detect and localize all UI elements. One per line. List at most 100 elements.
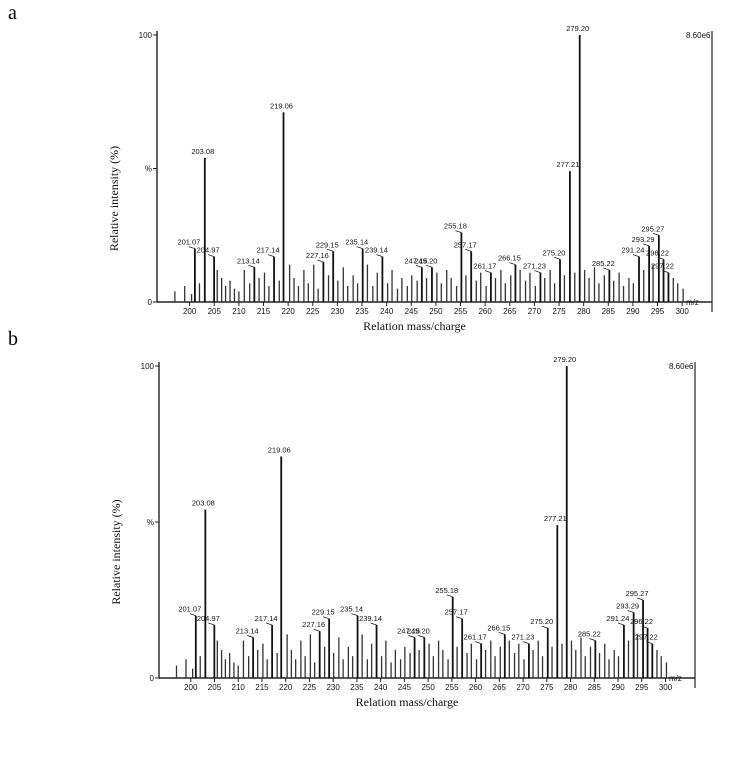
- peak-label: 266.15: [498, 254, 521, 263]
- intensity-scale-label: 8.60e6: [686, 31, 711, 40]
- x-tick-label: 225: [306, 307, 320, 316]
- x-tick-label: 215: [255, 683, 269, 692]
- x-tick-label: 220: [279, 683, 293, 692]
- x-tick-label: 240: [380, 307, 394, 316]
- peak-label-leader: [408, 635, 415, 638]
- peak-label: 271.23: [511, 633, 534, 642]
- peak-label: 235.14: [345, 238, 368, 247]
- x-tick-label: 245: [398, 683, 412, 692]
- peak-label-leader: [484, 270, 492, 274]
- peak-label: 275.20: [543, 248, 566, 257]
- x-tick-label: 300: [659, 683, 673, 692]
- x-tick-label: 275: [552, 307, 566, 316]
- peak-label: 239.14: [359, 614, 382, 623]
- peak-label: 279.20: [553, 355, 576, 364]
- x-tick-label: 300: [675, 307, 689, 316]
- peak-label: 277.21: [556, 160, 579, 169]
- peak-label-leader: [415, 264, 422, 268]
- peak-label-leader: [189, 613, 196, 616]
- peak-label-leader: [246, 635, 254, 638]
- peak-label: 293.29: [632, 235, 655, 244]
- peak-label: 203.08: [192, 499, 215, 508]
- peak-label-leader: [636, 597, 644, 601]
- peak-label: 255.18: [444, 222, 467, 231]
- peak-label-leader: [603, 267, 610, 271]
- peak-label: 217.14: [257, 246, 280, 255]
- x-axis-title: Relation mass/charge: [363, 319, 466, 333]
- x-tick-label: 235: [355, 307, 369, 316]
- peak-label: 296.22: [646, 248, 669, 257]
- x-tick-label: 275: [540, 683, 554, 692]
- x-tick-label: 295: [651, 307, 665, 316]
- peak-label: 247.15: [404, 256, 427, 265]
- peak-label-leader: [522, 641, 530, 645]
- peak-label: 204.97: [197, 614, 220, 623]
- panel-label-b: b: [8, 328, 18, 350]
- y-tick-label: 100: [139, 31, 153, 40]
- x-tick-label: 280: [577, 307, 591, 316]
- peak-label-leader: [188, 246, 196, 249]
- peak-label: 247.15: [397, 626, 420, 635]
- x-tick-label: 200: [184, 683, 198, 692]
- x-tick-label: 255: [445, 683, 459, 692]
- peak-label-leader: [327, 248, 334, 252]
- x-tick-label: 285: [602, 307, 616, 316]
- peak-label-leader: [313, 628, 320, 632]
- peak-label: 255.18: [435, 586, 458, 595]
- x-tick-label: 240: [374, 683, 388, 692]
- x-tick-label: 220: [281, 307, 295, 316]
- peak-label-leader: [475, 641, 482, 645]
- peak-label: 297.22: [635, 633, 658, 642]
- peak-label-leader: [541, 625, 548, 629]
- peak-label-leader: [498, 631, 505, 635]
- peak-label: 204.97: [197, 246, 220, 255]
- x-tick-label: 210: [232, 307, 246, 316]
- peak-label-leader: [317, 259, 324, 263]
- peak-label: 213.14: [236, 626, 259, 635]
- peak-label: 219.06: [270, 101, 293, 110]
- peak-label: 261.17: [473, 262, 496, 271]
- peak-label: 275.20: [530, 617, 553, 626]
- y-tick-label: 0: [148, 298, 153, 307]
- y-tick-label: 0: [150, 674, 155, 683]
- peak-label-leader: [642, 243, 650, 247]
- x-tick-label: 225: [303, 683, 317, 692]
- peak-label-leader: [208, 622, 215, 626]
- peak-label-leader: [356, 246, 363, 249]
- peak-label: 201.07: [178, 605, 201, 614]
- peak-label-leader: [370, 622, 377, 626]
- x-tick-label: 290: [611, 683, 625, 692]
- peak-label-leader: [657, 256, 664, 260]
- peak-label-leader: [265, 622, 273, 626]
- peak-label-leader: [662, 270, 669, 274]
- peak-label-leader: [455, 230, 462, 233]
- peak-label-leader: [553, 256, 561, 260]
- x-tick-label: 265: [503, 307, 517, 316]
- x-tick-label: 235: [350, 683, 364, 692]
- intensity-scale-label: 8.60e6: [669, 362, 694, 371]
- peak-label: 227.16: [306, 251, 329, 260]
- peak-label-leader: [418, 635, 425, 638]
- peak-label: 203.08: [191, 147, 214, 156]
- peak-label: 249.20: [407, 626, 430, 635]
- x-tick-label: 260: [469, 683, 483, 692]
- peak-label: 227.16: [302, 620, 325, 629]
- peak-label-leader: [446, 594, 453, 598]
- peak-label-leader: [632, 254, 640, 257]
- x-tick-label: 260: [478, 307, 492, 316]
- x-tick-label: 295: [635, 683, 649, 692]
- x-axis-title: Relation mass/charge: [356, 695, 459, 709]
- peak-label: 295.27: [626, 589, 649, 598]
- peak-label-leader: [248, 264, 255, 268]
- peak-label: 285.22: [578, 630, 601, 639]
- peak-label-leader: [465, 248, 472, 252]
- peak-label-leader: [207, 254, 215, 257]
- peak-label: 295.27: [641, 224, 664, 233]
- peak-label: 217.14: [255, 614, 278, 623]
- peak-label: 239.14: [365, 246, 388, 255]
- peak-label-leader: [456, 616, 463, 620]
- peak-label: 201.07: [177, 238, 200, 247]
- peak-label-leader: [646, 641, 653, 645]
